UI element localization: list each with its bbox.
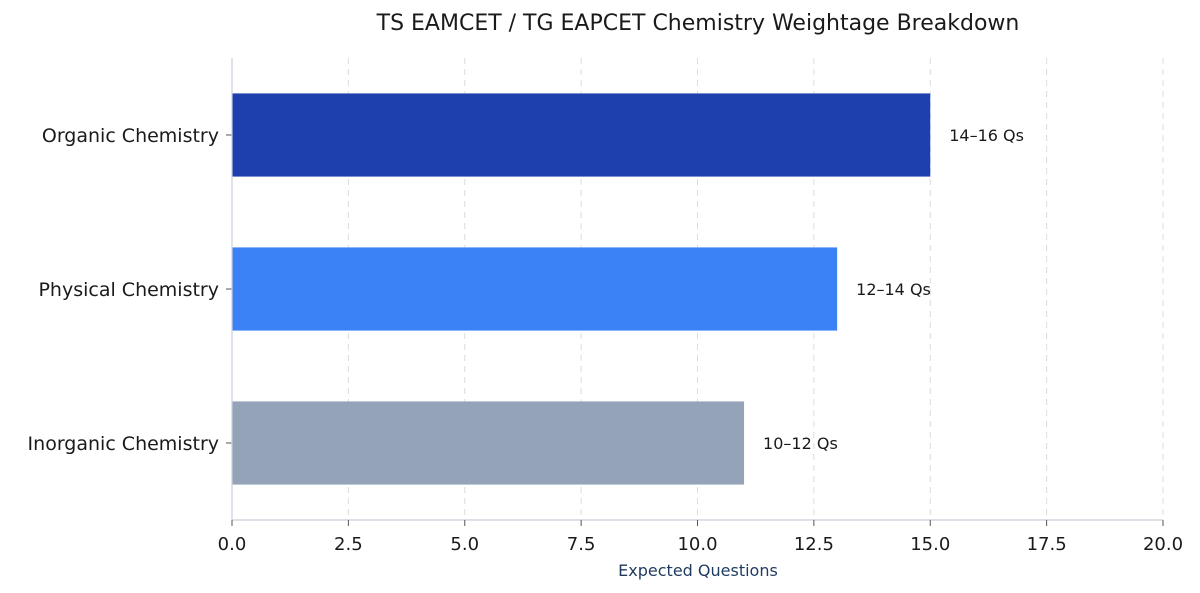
data-label: 14–16 Qs	[949, 126, 1024, 145]
chart-title: TS EAMCET / TG EAPCET Chemistry Weightag…	[376, 11, 1020, 36]
bar-inorganic-chemistry	[232, 401, 745, 485]
category-label: Physical Chemistry	[38, 279, 219, 301]
x-tick-label: 0.0	[218, 534, 247, 555]
x-tick-label: 12.5	[794, 534, 834, 555]
x-tick-label: 20.0	[1143, 534, 1183, 555]
category-label: Inorganic Chemistry	[28, 433, 219, 455]
x-tick-label: 17.5	[1027, 534, 1067, 555]
data-label: 10–12 Qs	[763, 434, 838, 453]
x-tick-label: 15.0	[910, 534, 950, 555]
x-tick-label: 7.5	[567, 534, 596, 555]
bar-physical-chemistry	[232, 247, 838, 331]
axes: Organic Chemistry Physical Chemistry Inorg…	[28, 58, 1183, 555]
category-label: Organic Chemistry	[42, 125, 219, 147]
bar-organic-chemistry	[232, 93, 931, 177]
x-axis-label: Expected Questions	[618, 561, 778, 580]
x-tick-label: 10.0	[677, 534, 717, 555]
x-tick-label: 2.5	[334, 534, 363, 555]
bars: 14–16 Qs 12–14 Qs 10–12 Qs	[232, 93, 1024, 485]
x-tick-label: 5.0	[450, 534, 479, 555]
data-label: 12–14 Qs	[856, 280, 931, 299]
